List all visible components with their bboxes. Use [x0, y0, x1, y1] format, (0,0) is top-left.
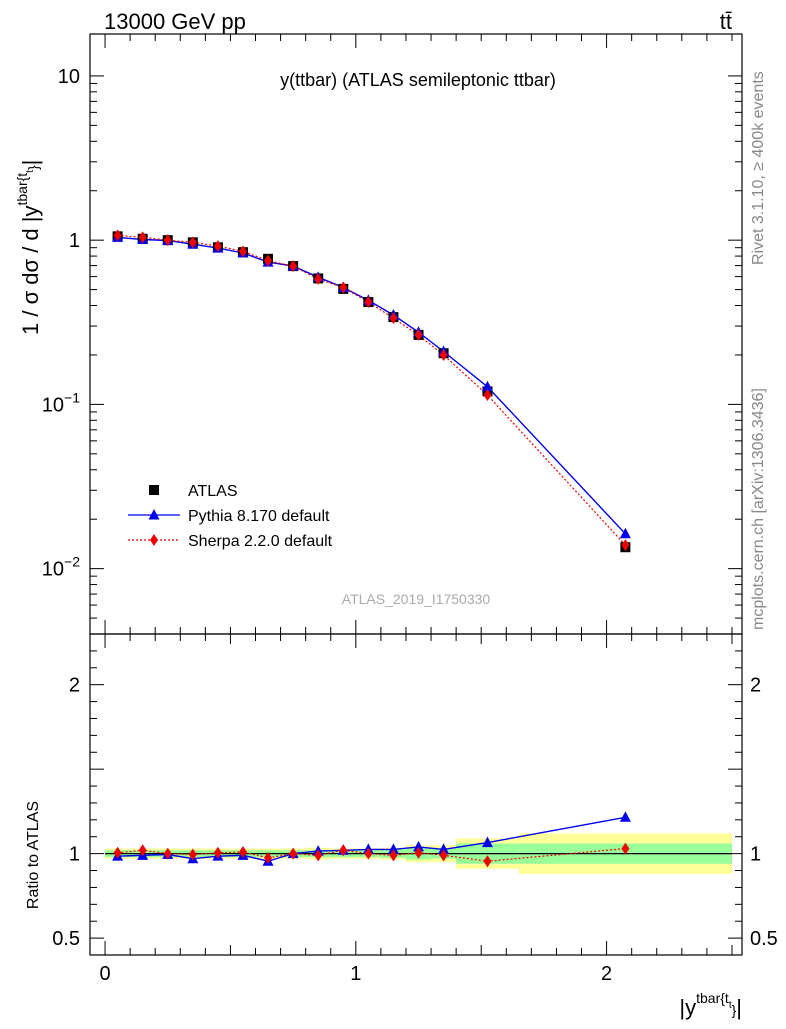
y-tick-label: 10−1 [42, 389, 80, 416]
x-axis-label: |ytbar{tt}| [679, 990, 742, 1020]
ratio-point-diamond [213, 846, 222, 859]
ratio-point-diamond [314, 849, 323, 862]
series-line-diamond [117, 234, 626, 546]
ratio-point-diamond [163, 847, 172, 860]
ratio-point-diamond [188, 848, 197, 861]
ratio-line-triangle [117, 816, 626, 862]
y-tick-label: 10−2 [42, 554, 80, 581]
ratio-y-tick-label-right: 0.5 [750, 928, 778, 950]
x-tick-label: 2 [601, 963, 612, 985]
ratio-point-diamond [339, 844, 348, 857]
ratio-y-tick-label-right: 2 [750, 675, 761, 697]
ratio-point-triangle [619, 811, 631, 822]
data-point-diamond [621, 539, 630, 552]
process-label: tt̄ [720, 9, 732, 34]
ratio-point-diamond [483, 855, 492, 868]
data-point-diamond [414, 328, 423, 341]
ratio-y-axis-label: Ratio to ATLAS [25, 801, 42, 909]
data-point-diamond [264, 254, 273, 267]
y-tick-label: 1 [69, 230, 80, 252]
ratio-panel: 0.5 0.5 1 1 2 2 0 1 2 [52, 633, 778, 985]
ratio-frame [89, 633, 743, 956]
ratio-point-triangle [438, 843, 450, 854]
ratio-y-tick-label: 0.5 [52, 928, 80, 950]
data-point-diamond [389, 312, 398, 325]
legend-label-triangle: Pythia 8.170 default [188, 508, 330, 525]
energy-label: 13000 GeV pp [104, 9, 246, 34]
data-point-diamond [138, 231, 147, 244]
legend-marker-diamond [150, 534, 158, 546]
data-point-diamond [314, 273, 323, 286]
x-tick-label: 1 [350, 963, 361, 985]
ratio-point-diamond [389, 849, 398, 862]
series-line-triangle [117, 236, 626, 535]
ratio-point-diamond [621, 842, 630, 855]
ratio-y-tick-label: 1 [69, 844, 80, 866]
x-tick-label: 0 [99, 963, 110, 985]
ratio-point-triangle [387, 843, 399, 854]
y-tick-label: 10 [58, 66, 80, 88]
main-panel: 10 1 10−1 10−2 [42, 33, 743, 635]
ratio-line-diamond [117, 848, 626, 862]
data-point-diamond [113, 229, 122, 242]
legend-label-square: ATLAS [188, 483, 238, 500]
ratio-point-triangle [481, 836, 493, 848]
main-y-axis-label: 1 / σ dσ / d |ytbar{tt}| [14, 160, 43, 335]
ratio-point-triangle [413, 840, 425, 852]
ratio-point-diamond [364, 847, 373, 860]
legend-label-diamond: Sherpa 2.2.0 default [188, 533, 333, 550]
data-point-diamond [163, 234, 172, 247]
ratio-point-diamond [414, 846, 423, 859]
ratio-y-tick-label: 2 [69, 675, 80, 697]
main-plot-title: y(ttbar) (ATLAS semileptonic ttbar) [280, 70, 556, 90]
ratio-point-diamond [439, 849, 448, 862]
data-point-diamond [439, 348, 448, 361]
ratio-point-diamond [138, 844, 147, 857]
legend-marker-square [149, 485, 159, 495]
mcplots-label: mcplots.cern.ch [arXiv:1306.3436] [750, 388, 767, 630]
legend: ATLAS Pythia 8.170 default Sherpa 2.2.0 de… [128, 483, 333, 550]
watermark-label: ATLAS_2019_I1750330 [342, 591, 491, 607]
ratio-point-diamond [113, 846, 122, 859]
legend-marker-triangle [148, 509, 160, 520]
data-point-diamond [339, 281, 348, 294]
ratio-y-tick-label-right: 1 [750, 844, 761, 866]
data-point-triangle [481, 380, 493, 392]
data-point-diamond [483, 389, 492, 402]
data-point-diamond [364, 296, 373, 309]
data-point-triangle [619, 527, 631, 539]
data-point-diamond [238, 245, 247, 258]
rivet-label: Rivet 3.1.10, ≥ 400k events [750, 71, 767, 265]
data-point-diamond [213, 240, 222, 253]
ratio-point-diamond [289, 847, 298, 860]
ratio-point-diamond [238, 845, 247, 858]
data-point-diamond [289, 260, 298, 273]
ratio-point-diamond [264, 851, 273, 864]
data-point-diamond [188, 236, 197, 249]
